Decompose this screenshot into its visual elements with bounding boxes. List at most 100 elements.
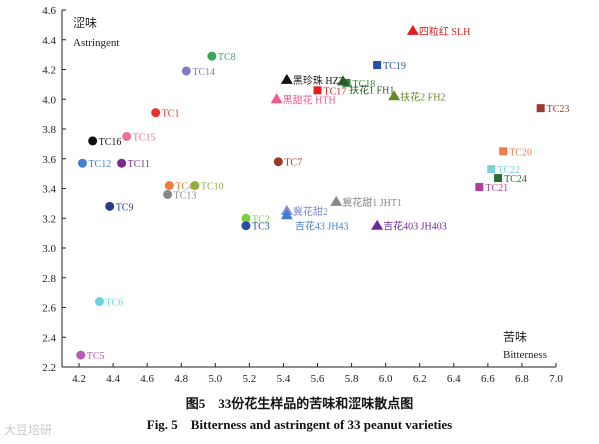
data-point-tc22: TC22: [487, 165, 520, 176]
data-point-tc1: TC1: [151, 108, 179, 120]
point-marker-square: [536, 104, 545, 113]
point-marker-circle: [151, 108, 161, 118]
point-label: TC12: [88, 159, 111, 170]
point-marker-circle: [122, 131, 132, 141]
point-marker-triangle: [330, 195, 343, 206]
scatter-chart: 4.2 4.4 4.6 4.8 5.0 5.2 5.4 5.6 5.8 6.0 6.2 6.4 6.6 6…: [42, 5, 570, 385]
data-point-tc11: TC11: [117, 158, 150, 170]
data-point-tc24: TC24: [494, 174, 527, 185]
data-point-tc4: TC4: [164, 181, 193, 193]
figure-caption-en: Fig. 5 Bitterness and astringent of 33 p…: [146, 417, 453, 432]
point-label: TC11: [128, 159, 150, 170]
data-point-1-fh1: 扶花1 FH1: [337, 75, 394, 96]
x-tick-label: 5.6: [311, 373, 325, 385]
y-tick-label: 3.6: [42, 154, 56, 166]
data-point-tc19: TC19: [373, 61, 406, 72]
axes-group: 4.2 4.4 4.6 4.8 5.0 5.2 5.4 5.6 5.8 6.0 6.2 6.4 6.6 6…: [42, 5, 563, 385]
data-point-tc2: TC2: [241, 213, 270, 225]
point-marker-circle: [163, 189, 173, 199]
point-label: TC1: [162, 109, 180, 120]
point-label: TC13: [174, 190, 197, 201]
point-label: TC17: [324, 86, 347, 97]
point-marker-circle: [190, 181, 200, 191]
data-point-tc3: TC3: [241, 221, 270, 233]
y-tick-label: 2.2: [42, 362, 56, 374]
data-point-tc10: TC10: [190, 181, 224, 193]
point-label: 吉花403 JH403: [383, 220, 447, 233]
point-marker-circle: [88, 136, 98, 146]
y-tick-label: 4.6: [42, 5, 56, 17]
point-marker-circle: [76, 350, 86, 360]
point-marker-triangle: [280, 209, 293, 220]
x-tick-label: 5.4: [277, 373, 291, 385]
y-tick-label: 3.4: [42, 184, 56, 196]
point-label: TC16: [99, 137, 122, 148]
x-tick-label: 5.0: [208, 373, 222, 385]
point-label: TC22: [497, 165, 520, 176]
point-marker-square: [313, 86, 322, 95]
point-label: TC3: [252, 222, 270, 233]
point-label: TC24: [504, 174, 527, 185]
point-label: TC23: [547, 104, 570, 115]
point-label: TC14: [192, 67, 215, 78]
point-marker-triangle: [337, 75, 350, 86]
y-tick-label: 3.8: [42, 124, 56, 136]
x-tick-label: 4.4: [106, 373, 120, 385]
point-label: 黑珍珠 HZZ: [293, 74, 345, 87]
point-marker-circle: [117, 158, 127, 168]
point-label: 扶花1 FH1: [349, 83, 394, 96]
x-axis-label-en: Bitterness: [503, 349, 547, 361]
data-point-tc5: TC5: [76, 350, 105, 362]
x-tick-label: 7.0: [549, 373, 563, 385]
data-point-tc20: TC20: [499, 147, 532, 158]
data-point-tc6: TC6: [94, 297, 123, 309]
point-marker-square: [475, 183, 484, 192]
point-marker-square: [373, 61, 382, 70]
figure-caption-cn: 图5 33份花生样品的苦味和涩味散点图: [185, 396, 414, 411]
data-point-tc23: TC23: [536, 104, 570, 115]
point-label: TC6: [105, 298, 123, 309]
y-tick-label: 4.2: [42, 65, 56, 77]
point-label: TC10: [201, 182, 224, 193]
point-marker-circle: [105, 201, 115, 211]
data-point-tc21: TC21: [475, 183, 508, 194]
data-point-hzz: 黑珍珠 HZZ: [280, 73, 345, 87]
y-tick-label: 3.0: [42, 243, 56, 255]
data-point-tc15: TC15: [122, 131, 156, 143]
x-tick-label: 5.2: [243, 373, 257, 385]
x-tick-label: 5.8: [345, 373, 359, 385]
point-label: TC9: [116, 202, 134, 213]
point-marker-square: [494, 174, 503, 183]
point-marker-triangle: [270, 93, 283, 104]
data-points: TC1 TC5 TC6 TC8 TC9 TC10 TC11 TC12 TC13 TC14 TC15 T…: [76, 24, 570, 362]
y-tick-label: 4.0: [42, 94, 56, 106]
y-axis-label-cn: 涩味: [73, 15, 97, 30]
point-marker-triangle: [406, 24, 419, 35]
data-point-slh: 四粒红 SLH: [406, 24, 470, 38]
x-tick-label: 4.2: [72, 373, 86, 385]
data-point-43-jh43: 吉花43 JH43: [280, 209, 348, 232]
point-marker-circle: [273, 157, 283, 167]
x-tick-label: 6.6: [481, 373, 495, 385]
point-label: 扶花2 FH2: [400, 90, 445, 103]
x-tick-label: 4.8: [174, 373, 188, 385]
point-label: TC18: [352, 79, 375, 90]
x-tick-label: 6.4: [447, 373, 461, 385]
point-label: TC4: [175, 182, 193, 193]
y-axis-label-en: Astringent: [73, 37, 119, 49]
point-marker-square: [487, 165, 496, 174]
point-marker-triangle: [280, 73, 293, 84]
y-tick-label: 4.4: [42, 35, 56, 47]
point-label: TC2: [252, 214, 270, 225]
y-tick-label: 2.6: [42, 303, 56, 315]
data-point-tc13: TC13: [163, 189, 197, 201]
data-point-tc9: TC9: [105, 201, 134, 213]
point-marker-circle: [207, 51, 217, 61]
point-label: 冀花甜1 JHT1: [342, 196, 402, 209]
point-label: 冀花甜2: [293, 205, 328, 218]
point-label: TC15: [133, 132, 156, 143]
point-label: 黑甜花 HTH: [283, 93, 336, 106]
point-marker-triangle: [371, 219, 384, 230]
data-point-tc17: TC17: [313, 86, 347, 97]
point-marker-square: [499, 147, 508, 156]
